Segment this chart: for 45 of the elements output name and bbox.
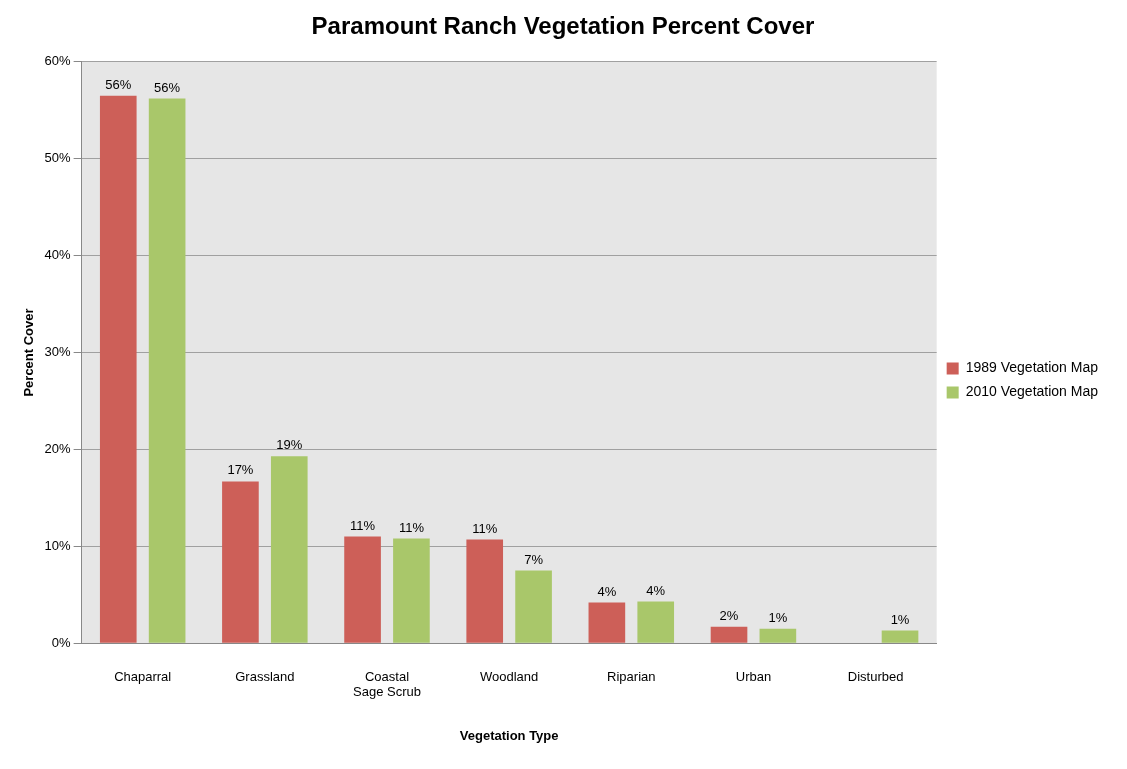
bar: [881, 630, 919, 643]
x-tick-label: Disturbed: [847, 668, 904, 684]
data-label: 1%: [890, 611, 910, 627]
data-label: 11%: [350, 517, 376, 533]
x-tick-label: Coastal Sage Scrub: [353, 668, 421, 700]
y-tick-label: 10%: [44, 537, 72, 553]
data-label: 4%: [646, 582, 666, 598]
x-axis-title: Vegetation Type: [459, 727, 559, 743]
bar: [759, 628, 797, 643]
x-tick-label: Riparian: [607, 668, 656, 684]
data-label: 2%: [719, 607, 739, 623]
y-tick-label: 60%: [44, 53, 72, 69]
y-tick-label: 40%: [44, 247, 72, 263]
bar: [270, 456, 308, 643]
x-tick-label: Chaparral: [114, 668, 172, 684]
bar: [637, 601, 675, 643]
data-label: 4%: [597, 583, 617, 599]
legend-label: 1989 Vegetation Map: [965, 359, 1099, 376]
data-label: 11%: [398, 519, 425, 535]
y-axis-title: Percent Cover: [21, 308, 37, 397]
y-tick-label: 30%: [44, 344, 72, 360]
data-label: 17%: [227, 462, 254, 478]
bar: [344, 536, 381, 643]
bar: [393, 538, 430, 643]
y-tick-label: 50%: [44, 150, 72, 166]
bar: [466, 539, 504, 643]
x-tick-label: Urban: [735, 668, 772, 684]
data-label: 56%: [105, 76, 132, 92]
chart-title: Paramount Ranch Vegetation Percent Cover: [311, 12, 815, 40]
bar: [99, 95, 137, 643]
x-tick-label: Grassland: [235, 668, 295, 684]
y-tick-label: 20%: [44, 440, 72, 456]
bar: [222, 481, 259, 643]
data-label: 56%: [154, 79, 181, 95]
data-label: 1%: [768, 609, 788, 625]
bar: [710, 626, 748, 643]
bar: [588, 602, 626, 643]
x-tick-label: Woodland: [479, 668, 539, 684]
data-label: 19%: [276, 437, 303, 453]
y-tick-label: 0%: [51, 634, 72, 650]
legend-label: 2010 Vegetation Map: [965, 383, 1099, 400]
data-label: 11%: [472, 520, 498, 536]
bar: [515, 570, 552, 643]
data-label: 7%: [524, 551, 544, 567]
bar: [148, 98, 186, 643]
